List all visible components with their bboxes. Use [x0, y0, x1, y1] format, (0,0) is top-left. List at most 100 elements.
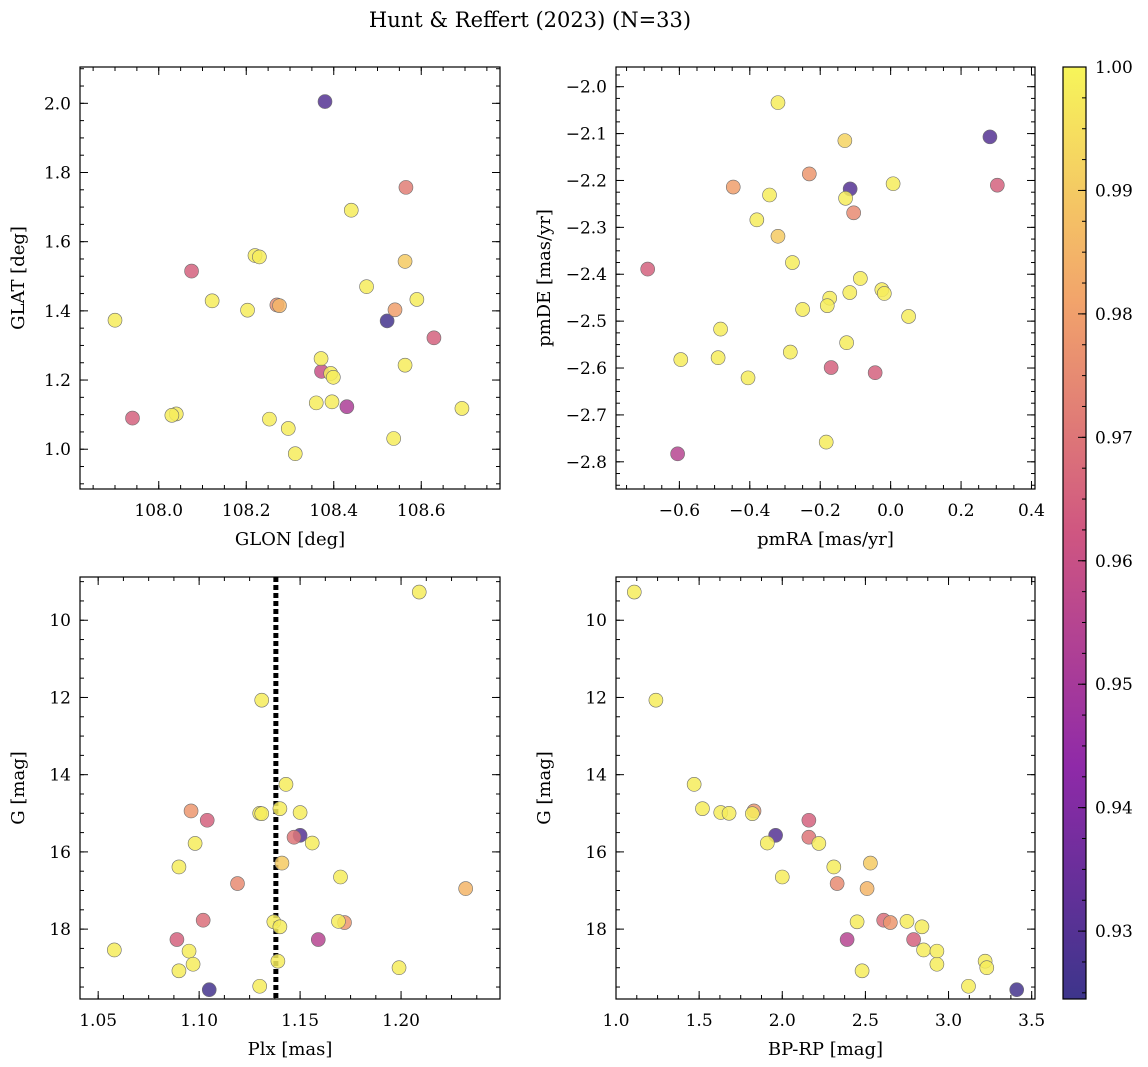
- x-tick-label: 1.20: [382, 1011, 420, 1031]
- y-tick-label: −2.8: [566, 453, 607, 473]
- x-tick-label: 2.5: [852, 1011, 879, 1031]
- y-tick-label: 1.2: [44, 371, 71, 391]
- data-point: [359, 279, 374, 294]
- data-point: [397, 254, 413, 269]
- data-point: [670, 446, 685, 462]
- data-point: [272, 298, 287, 313]
- axes-frame: [79, 576, 501, 1000]
- data-point: [725, 179, 741, 195]
- data-point: [929, 943, 945, 959]
- data-point: [914, 919, 930, 935]
- data-point: [982, 129, 998, 145]
- data-point: [686, 777, 702, 792]
- x-tick-label: −0.6: [659, 501, 700, 521]
- colorbar-tick-label: 0.98: [1095, 305, 1133, 325]
- y-tick-label: 10: [49, 611, 71, 631]
- data-point: [458, 881, 473, 896]
- data-point: [829, 876, 845, 891]
- data-point: [398, 180, 414, 195]
- data-point: [819, 298, 835, 313]
- data-point: [626, 584, 642, 600]
- y-axis-label: pmDE [mas/yr]: [534, 209, 555, 347]
- y-axis-label: G [mag]: [8, 751, 29, 824]
- colorbar-tick-label: 0.97: [1095, 428, 1133, 448]
- x-axis-label: Plx [mas]: [248, 1039, 333, 1060]
- y-tick-label: 16: [49, 843, 71, 863]
- y-tick-label: 12: [585, 688, 607, 708]
- data-point: [331, 914, 346, 929]
- data-point: [387, 302, 403, 318]
- data-point: [785, 255, 800, 270]
- data-point: [640, 261, 655, 277]
- data-point: [230, 876, 245, 891]
- data-point: [853, 271, 868, 286]
- data-point: [648, 692, 664, 708]
- data-point: [745, 806, 760, 821]
- data-point: [310, 932, 326, 947]
- x-axis-label: BP-RP [mag]: [768, 1039, 883, 1060]
- data-point: [901, 309, 916, 324]
- data-point: [304, 835, 320, 851]
- data-point: [278, 777, 294, 792]
- data-point: [254, 692, 270, 708]
- data-point: [240, 302, 255, 318]
- x-tick-label: 3.5: [1018, 1011, 1045, 1031]
- data-point: [426, 330, 442, 346]
- x-tick-label: 1.5: [686, 1011, 713, 1031]
- data-point: [252, 249, 267, 265]
- data-point: [906, 932, 921, 947]
- y-tick-label: 1.8: [44, 164, 71, 184]
- data-point: [204, 293, 220, 309]
- x-tick-label: 1.05: [79, 1011, 117, 1031]
- data-point: [885, 176, 901, 192]
- x-tick-label: 108.4: [309, 501, 358, 521]
- figure-title: Hunt & Reffert (2023) (N=33): [369, 8, 691, 32]
- data-point: [280, 421, 296, 436]
- data-point: [877, 286, 892, 301]
- data-point: [326, 369, 341, 385]
- panel-bprp-g: 1.0 1.5 2.0 2.5 3.0 3.5 10 12 14 16 18 BP-RP [mag] G…: [534, 576, 1045, 1060]
- data-point: [201, 982, 217, 998]
- data-point: [397, 357, 413, 373]
- data-point: [990, 177, 1005, 193]
- data-point: [187, 836, 203, 851]
- data-point: [762, 187, 777, 203]
- x-tick-label: 0.4: [1018, 501, 1045, 521]
- y-tick-label: −2.2: [566, 171, 607, 191]
- data-point: [826, 859, 842, 875]
- panel-pmra-pmde: −0.6 −0.4 −0.2 0.0 0.2 0.4 −2.8 −2.7 −2.6 −2.5 −2.…: [534, 66, 1045, 550]
- data-point: [125, 410, 140, 426]
- data-point: [252, 978, 268, 994]
- y-tick-label: 1.6: [44, 233, 71, 253]
- data-point: [411, 584, 427, 600]
- data-point: [333, 869, 348, 885]
- colorbar-tick-label: 0.99: [1095, 181, 1133, 201]
- y-tick-label: 1.0: [44, 440, 71, 460]
- data-point: [164, 408, 180, 423]
- colorbar-tick-label: 0.94: [1095, 799, 1133, 819]
- data-point: [169, 932, 185, 947]
- data-point: [343, 202, 359, 218]
- x-tick-label: −0.2: [800, 501, 841, 521]
- data-point: [292, 805, 308, 820]
- data-point: [286, 829, 302, 845]
- data-point: [409, 292, 425, 307]
- data-point: [721, 805, 737, 821]
- y-tick-label: −2.3: [566, 218, 607, 238]
- data-point: [916, 942, 931, 958]
- data-point: [272, 801, 288, 816]
- data-point: [749, 212, 765, 228]
- colorbar-tick-label: 1.00: [1095, 58, 1133, 78]
- data-point: [391, 960, 407, 976]
- data-point: [838, 190, 853, 206]
- data-point: [859, 881, 875, 896]
- data-point: [695, 801, 710, 816]
- x-tick-label: 2.0: [769, 1011, 796, 1031]
- data-point: [929, 956, 945, 972]
- y-tick-label: −2.7: [566, 406, 607, 426]
- data-point: [274, 855, 290, 871]
- data-point: [770, 228, 786, 244]
- x-tick-label: 108.0: [134, 501, 183, 521]
- data-point: [839, 335, 854, 351]
